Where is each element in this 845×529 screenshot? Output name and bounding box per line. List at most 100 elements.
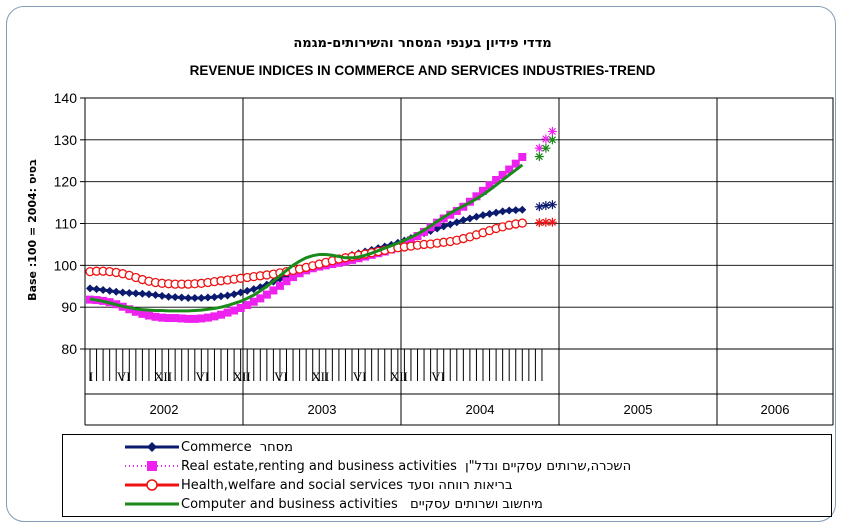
data-point xyxy=(151,291,160,300)
legend-label-health: Health,welfare and social services בריאו… xyxy=(181,477,513,493)
series-computer xyxy=(89,135,557,313)
month-label: XII xyxy=(311,369,329,384)
data-point xyxy=(158,313,167,322)
month-label: VI xyxy=(353,369,367,384)
data-point xyxy=(230,306,239,315)
data-point xyxy=(144,290,153,299)
data-point xyxy=(492,175,501,184)
forecast-stroke xyxy=(535,219,543,227)
data-point xyxy=(498,207,507,216)
forecast-stroke xyxy=(548,218,557,226)
data-point xyxy=(177,293,186,302)
data-point xyxy=(118,288,127,297)
data-point xyxy=(190,314,199,323)
data-point xyxy=(203,293,212,302)
y-tick-label: 90 xyxy=(61,299,77,315)
series-health xyxy=(85,217,557,289)
y-tick-label: 120 xyxy=(54,174,78,190)
forecast-point xyxy=(541,143,551,153)
month-label: VI xyxy=(274,369,288,384)
forecast-stroke xyxy=(542,218,550,226)
data-point xyxy=(197,293,206,302)
legend-marker-health xyxy=(125,479,179,491)
legend: Commerce מסחר Real estate,renting and bu… xyxy=(62,434,832,517)
month-label: VI xyxy=(117,369,131,384)
forecast-point xyxy=(541,201,551,211)
legend-marker-commerce xyxy=(125,442,179,452)
forecast-stroke xyxy=(548,136,557,144)
forecast-point xyxy=(534,202,544,212)
y-tick-label: 80 xyxy=(61,341,77,357)
y-tick-label: 130 xyxy=(54,132,78,148)
legend-item-real-estate: Real estate,renting and business activit… xyxy=(63,457,631,475)
year-label: 2005 xyxy=(624,402,653,417)
data-point xyxy=(505,206,514,215)
month-label: I xyxy=(89,369,93,384)
year-label: 2003 xyxy=(308,402,337,417)
y-axis-label: Base :100 = 2004: בסיס xyxy=(26,159,39,301)
data-point xyxy=(171,293,180,302)
data-point xyxy=(105,286,114,295)
data-point xyxy=(223,291,232,300)
data-point xyxy=(197,314,206,323)
forecast-point xyxy=(541,134,551,144)
forecast-stroke xyxy=(542,135,550,143)
data-point xyxy=(256,294,265,303)
forecast-stroke xyxy=(542,201,550,210)
data-point xyxy=(190,293,199,302)
data-point xyxy=(144,311,153,320)
forecast-stroke xyxy=(535,144,543,152)
data-point xyxy=(479,211,487,220)
data-point xyxy=(243,286,252,295)
data-point xyxy=(230,290,239,299)
data-point xyxy=(275,281,284,290)
data-point xyxy=(446,220,455,229)
chart-title-english: REVENUE INDICES IN COMMERCE AND SERVICES… xyxy=(189,63,656,78)
year-label: 2002 xyxy=(150,402,179,417)
data-point xyxy=(459,216,468,225)
data-point xyxy=(289,273,298,282)
data-point xyxy=(177,314,186,323)
data-point xyxy=(125,288,134,297)
chart-title-hebrew: מדדי פידיון בענפי המסחר והשירותים-מגמה xyxy=(293,36,552,51)
data-point xyxy=(184,293,193,302)
forecast-stroke xyxy=(548,127,557,136)
forecast-point xyxy=(547,200,557,210)
legend-marker-computer xyxy=(125,502,179,506)
data-point xyxy=(452,218,461,227)
data-point xyxy=(210,293,219,302)
data-point xyxy=(138,309,147,318)
data-point xyxy=(203,313,212,322)
month-label: VI xyxy=(431,369,445,384)
forecast-point xyxy=(534,152,544,162)
data-point xyxy=(164,292,173,301)
legend-label-real-estate: Real estate,renting and business activit… xyxy=(181,458,632,474)
data-point xyxy=(406,236,415,245)
series-line xyxy=(89,163,524,313)
series-line xyxy=(89,221,523,286)
forecast-stroke xyxy=(542,144,550,152)
grid-layer xyxy=(84,97,834,425)
forecast-point xyxy=(547,126,557,136)
data-point xyxy=(249,285,258,294)
legend-label-commerce: Commerce מסחר xyxy=(181,439,293,455)
data-point xyxy=(223,308,232,317)
y-tick-label: 110 xyxy=(55,216,78,232)
data-point xyxy=(92,285,101,294)
forecast-stroke xyxy=(535,152,543,161)
data-point xyxy=(210,312,219,321)
data-point xyxy=(131,289,140,298)
data-point xyxy=(158,291,167,300)
data-point xyxy=(511,206,520,215)
data-point xyxy=(472,212,481,221)
legend-label-computer: Computer and business activities מיחשוב … xyxy=(181,496,543,512)
data-point xyxy=(262,290,271,299)
legend-item-computer: Computer and business activities מיחשוב … xyxy=(63,495,543,513)
data-point xyxy=(505,165,514,174)
data-point xyxy=(151,312,160,321)
forecast-stroke xyxy=(535,203,543,211)
data-point xyxy=(171,314,180,323)
month-label: XII xyxy=(390,369,408,384)
legend-item-health: Health,welfare and social services בריאו… xyxy=(63,476,512,494)
forecast-point xyxy=(547,135,557,145)
